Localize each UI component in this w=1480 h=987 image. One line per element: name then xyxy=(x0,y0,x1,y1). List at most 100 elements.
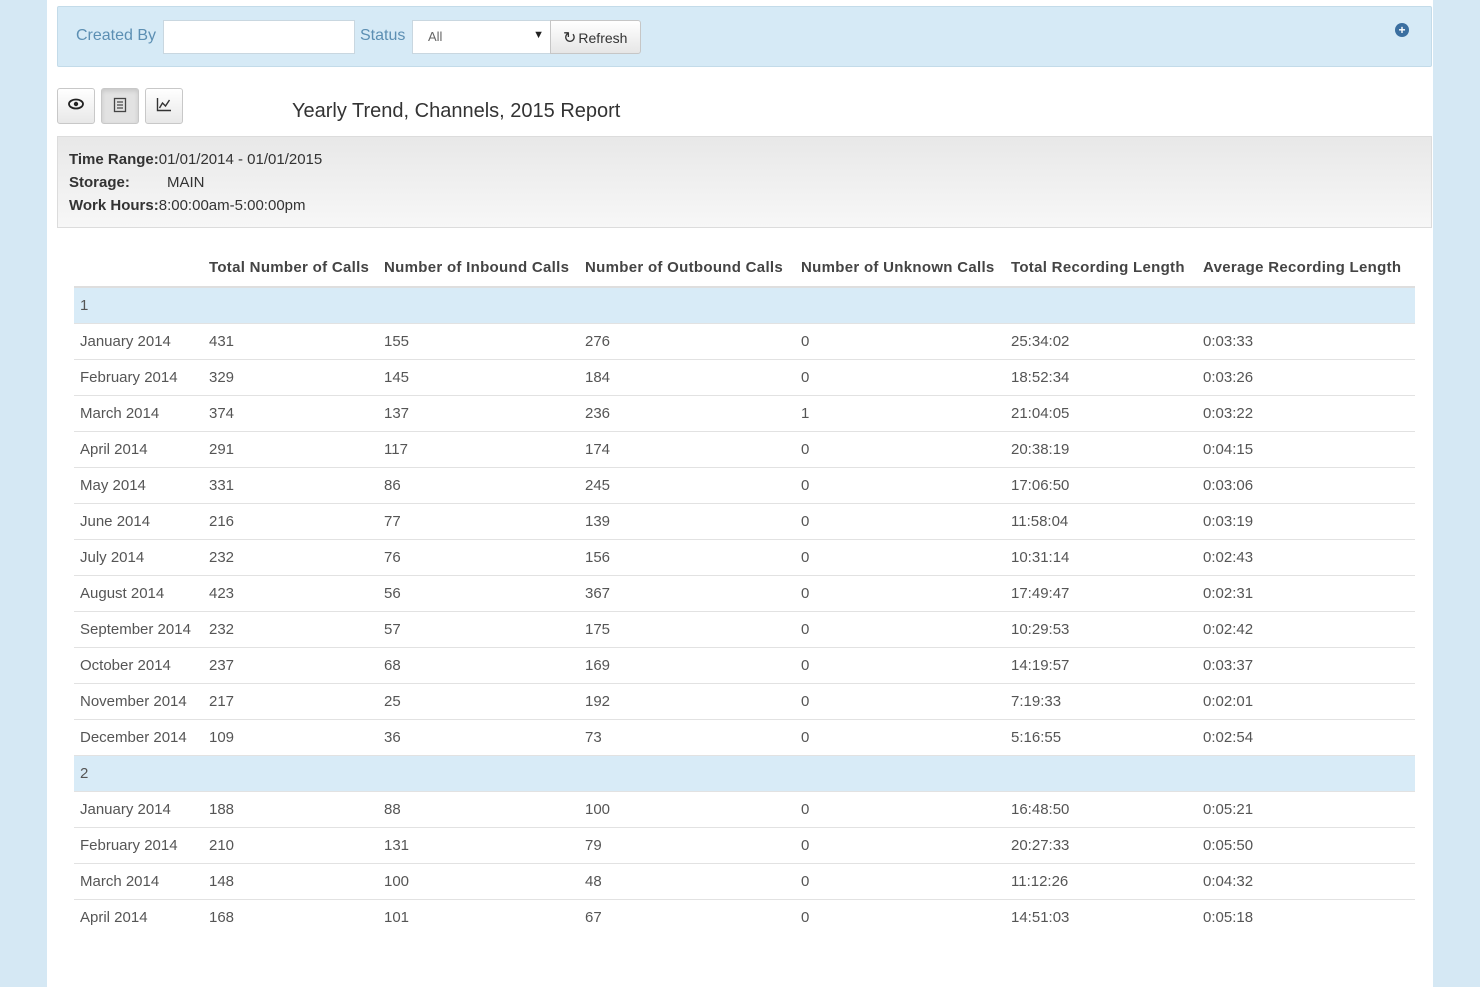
row-month: February 2014 xyxy=(74,827,203,864)
table-cell: 0:02:31 xyxy=(1197,575,1415,612)
created-by-label: Created By xyxy=(76,27,157,44)
refresh-icon: ↻ xyxy=(563,30,577,47)
table-cell: 0 xyxy=(795,503,1005,540)
table-row: February 2014 210 131 79 0 20:27:33 0:05:50 xyxy=(74,827,1415,864)
table-cell: 0:02:43 xyxy=(1197,539,1415,576)
table-cell: 131 xyxy=(378,827,579,864)
table-cell: 0:05:21 xyxy=(1197,791,1415,828)
status-select[interactable]: All ▼ xyxy=(412,20,551,54)
status-selected-value: All xyxy=(428,29,443,44)
table-row: October 2014 237 68 169 0 14:19:57 0:03:37 xyxy=(74,647,1415,684)
table-cell: 0:04:15 xyxy=(1197,431,1415,468)
refresh-label: Refresh xyxy=(578,30,628,46)
row-month: July 2014 xyxy=(74,539,203,576)
refresh-button[interactable]: ↻ Refresh xyxy=(550,20,641,54)
table-cell: 232 xyxy=(203,539,378,576)
plus-circle-icon[interactable]: + xyxy=(1395,23,1409,37)
row-month: November 2014 xyxy=(74,683,203,720)
table-cell: 156 xyxy=(579,539,795,576)
table-cell: 174 xyxy=(579,431,795,468)
table-cell: 100 xyxy=(579,791,795,828)
table-cell: 101 xyxy=(378,899,579,935)
table-cell: 245 xyxy=(579,467,795,504)
table-cell: 329 xyxy=(203,359,378,396)
table-cell: 14:19:57 xyxy=(1005,647,1197,684)
table-cell: 0 xyxy=(795,323,1005,360)
table-row: May 2014 331 86 245 0 17:06:50 0:03:06 xyxy=(74,467,1415,504)
work-hours-label: Work Hours: xyxy=(69,197,159,214)
table-cell: 77 xyxy=(378,503,579,540)
table-row: April 2014 291 117 174 0 20:38:19 0:04:15 xyxy=(74,431,1415,468)
view-button[interactable] xyxy=(57,88,95,124)
table-cell: 25 xyxy=(378,683,579,720)
table-cell: 291 xyxy=(203,431,378,468)
storage-value: MAIN xyxy=(167,174,205,191)
table-cell: 423 xyxy=(203,575,378,612)
table-cell: 168 xyxy=(203,899,378,935)
table-cell: 188 xyxy=(203,791,378,828)
storage-label: Storage: xyxy=(69,174,130,191)
table-cell: 0 xyxy=(795,791,1005,828)
table-cell: 57 xyxy=(378,611,579,648)
table-cell: 18:52:34 xyxy=(1005,359,1197,396)
filter-bar: Created By Status All ▼ ↻ Refresh + xyxy=(57,6,1432,67)
table-cell: 0 xyxy=(795,467,1005,504)
eye-icon xyxy=(68,98,84,110)
table-cell: 17:49:47 xyxy=(1005,575,1197,612)
table-row: January 2014 431 155 276 0 25:34:02 0:03:33 xyxy=(74,323,1415,360)
table-cell: 10:31:14 xyxy=(1005,539,1197,576)
table-view-button[interactable] xyxy=(101,88,139,124)
time-range-row: Time Range:01/01/2014 - 01/01/2015 xyxy=(69,151,322,168)
table-cell: 117 xyxy=(378,431,579,468)
group-label: 2 xyxy=(74,755,1415,792)
table-cell: 374 xyxy=(203,395,378,432)
chart-view-button[interactable] xyxy=(145,88,183,124)
row-month: February 2014 xyxy=(74,359,203,396)
storage-row: Storage: MAIN xyxy=(69,174,205,191)
created-by-input[interactable] xyxy=(163,20,355,54)
table-cell: 0 xyxy=(795,863,1005,900)
table-cell: 36 xyxy=(378,719,579,756)
table-cell: 7:19:33 xyxy=(1005,683,1197,720)
table-body: 1 January 2014 431 155 276 0 25:34:02 0:03:33 Fe… xyxy=(74,286,1415,935)
table-cell: 237 xyxy=(203,647,378,684)
time-range-value: 01/01/2014 - 01/01/2015 xyxy=(158,151,323,168)
work-hours-value: 8:00:00am-5:00:00pm xyxy=(158,197,306,214)
table-cell: 236 xyxy=(579,395,795,432)
row-month: September 2014 xyxy=(74,611,203,648)
table-cell: 67 xyxy=(579,899,795,935)
table-header-row: Total Number of Calls Number of Inbound … xyxy=(74,250,1415,288)
table-cell: 0:02:01 xyxy=(1197,683,1415,720)
table-row: December 2014 109 36 73 0 5:16:55 0:02:54 xyxy=(74,719,1415,756)
table-cell: 10:29:53 xyxy=(1005,611,1197,648)
report-table: Total Number of Calls Number of Inbound … xyxy=(74,250,1415,935)
table-cell: 20:27:33 xyxy=(1005,827,1197,864)
row-month: March 2014 xyxy=(74,863,203,900)
table-row: August 2014 423 56 367 0 17:49:47 0:02:31 xyxy=(74,575,1415,612)
row-month: August 2014 xyxy=(74,575,203,612)
row-month: April 2014 xyxy=(74,899,203,935)
table-row: March 2014 148 100 48 0 11:12:26 0:04:32 xyxy=(74,863,1415,900)
row-month: December 2014 xyxy=(74,719,203,756)
table-cell: 0 xyxy=(795,719,1005,756)
table-row: January 2014 188 88 100 0 16:48:50 0:05:21 xyxy=(74,791,1415,828)
table-cell: 0:02:42 xyxy=(1197,611,1415,648)
status-label: Status xyxy=(360,27,406,44)
table-cell: 0 xyxy=(795,539,1005,576)
table-row: September 2014 232 57 175 0 10:29:53 0:02:42 xyxy=(74,611,1415,648)
table-cell: 169 xyxy=(579,647,795,684)
report-page: Created By Status All ▼ ↻ Refresh + Yea xyxy=(47,0,1433,987)
column-header: Number of Unknown Calls xyxy=(795,250,1005,288)
table-cell: 175 xyxy=(579,611,795,648)
table-cell: 0:02:54 xyxy=(1197,719,1415,756)
group-row: 1 xyxy=(74,286,1415,324)
row-month: October 2014 xyxy=(74,647,203,684)
table-cell: 88 xyxy=(378,791,579,828)
row-month: March 2014 xyxy=(74,395,203,432)
table-cell: 155 xyxy=(378,323,579,360)
table-cell: 139 xyxy=(579,503,795,540)
table-cell: 16:48:50 xyxy=(1005,791,1197,828)
table-cell: 100 xyxy=(378,863,579,900)
table-cell: 184 xyxy=(579,359,795,396)
table-cell: 86 xyxy=(378,467,579,504)
